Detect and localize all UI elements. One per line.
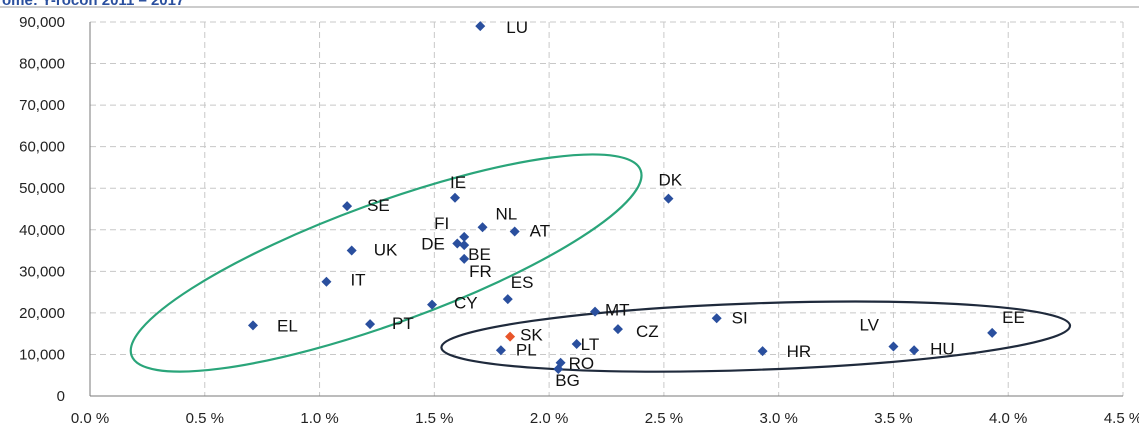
point-pt [365, 319, 376, 330]
point-si [711, 313, 722, 324]
label-cy: CY [454, 294, 478, 313]
point-dk [663, 193, 674, 204]
label-es: ES [511, 273, 534, 292]
label-si: SI [732, 308, 748, 327]
x-tick-label: 3.5 % [874, 410, 912, 427]
point-lv [888, 341, 899, 352]
point-el [247, 320, 258, 331]
point-cy [427, 299, 438, 310]
label-uk: UK [374, 241, 398, 260]
point-labels: LU DK SE IE FI NL AT DE BE UK FR IT ES CY EL PT MT SI CZ SK… [277, 18, 1025, 390]
label-ro: RO [569, 354, 595, 373]
label-ie: IE [450, 173, 466, 192]
label-de: DE [421, 234, 445, 253]
green-group-ellipse [129, 153, 643, 373]
point-se [342, 201, 353, 212]
x-tick-label: 0.0 % [71, 410, 109, 427]
point-lu [475, 21, 486, 32]
point-at [509, 226, 520, 237]
label-sk: SK [520, 326, 543, 345]
label-el: EL [277, 316, 298, 335]
x-tick-label: 3.0 % [759, 410, 797, 427]
y-tick-label: 0 [57, 388, 65, 405]
label-at: AT [530, 221, 550, 240]
y-tick-label: 90,000 [19, 14, 65, 31]
label-bg: BG [555, 371, 580, 390]
point-cz [612, 324, 623, 335]
point-ie [449, 192, 460, 203]
y-tick-label: 50,000 [19, 180, 65, 197]
dark-group-ellipse [440, 300, 1072, 373]
label-cz: CZ [636, 322, 659, 341]
point-nl [477, 222, 488, 233]
label-hr: HR [787, 342, 812, 361]
label-pt: PT [392, 314, 414, 333]
label-fr: FR [469, 262, 492, 281]
y-tick-label: 10,000 [19, 346, 65, 363]
point-lt [571, 339, 582, 350]
point-it [321, 276, 332, 287]
label-pl: PL [516, 340, 537, 359]
point-mt [590, 306, 601, 317]
x-tick-label: 1.5 % [415, 410, 453, 427]
y-tick-label: 80,000 [19, 56, 65, 73]
label-ee: EE [1002, 308, 1025, 327]
grid [90, 21, 1124, 396]
label-se: SE [367, 196, 390, 215]
y-tick-label: 40,000 [19, 222, 65, 239]
label-fi: FI [434, 214, 449, 233]
y-tick-label: 60,000 [19, 139, 65, 156]
point-pl [495, 345, 506, 356]
label-lu: LU [506, 18, 528, 37]
x-tick-label: 2.0 % [530, 410, 568, 427]
point-ee [987, 327, 998, 338]
x-tick-label: 2.5 % [645, 410, 683, 427]
point-fi [459, 231, 470, 242]
x-tick-label: 1.0 % [300, 410, 338, 427]
point-es [502, 294, 513, 305]
label-mt: MT [605, 301, 630, 320]
point-hr [757, 346, 768, 357]
point-hu [909, 345, 920, 356]
axes: 0 10,000 20,000 30,000 40,000 50,000 60,000 70,… [19, 14, 1139, 427]
label-be: BE [468, 245, 491, 264]
label-dk: DK [658, 171, 682, 190]
point-fr [459, 253, 470, 264]
x-tick-label: 4.0 % [989, 410, 1027, 427]
label-hu: HU [930, 339, 955, 358]
group-ellipses [129, 153, 1072, 373]
y-tick-label: 70,000 [19, 97, 65, 114]
point-sk [505, 331, 516, 342]
point-bg [553, 363, 564, 374]
label-it: IT [350, 271, 365, 290]
x-tick-label: 4.5 % [1104, 410, 1139, 427]
x-tick-label: 0.5 % [186, 410, 224, 427]
y-tick-label: 20,000 [19, 305, 65, 322]
chart-title: ome: Y-ročoň 2011 – 2017 [2, 0, 184, 9]
label-lt: LT [581, 335, 600, 354]
label-nl: NL [496, 204, 518, 223]
data-points [247, 21, 998, 374]
label-lv: LV [859, 316, 879, 335]
point-uk [346, 245, 357, 256]
point-de [452, 238, 463, 249]
y-tick-label: 30,000 [19, 263, 65, 280]
point-be [459, 240, 470, 251]
